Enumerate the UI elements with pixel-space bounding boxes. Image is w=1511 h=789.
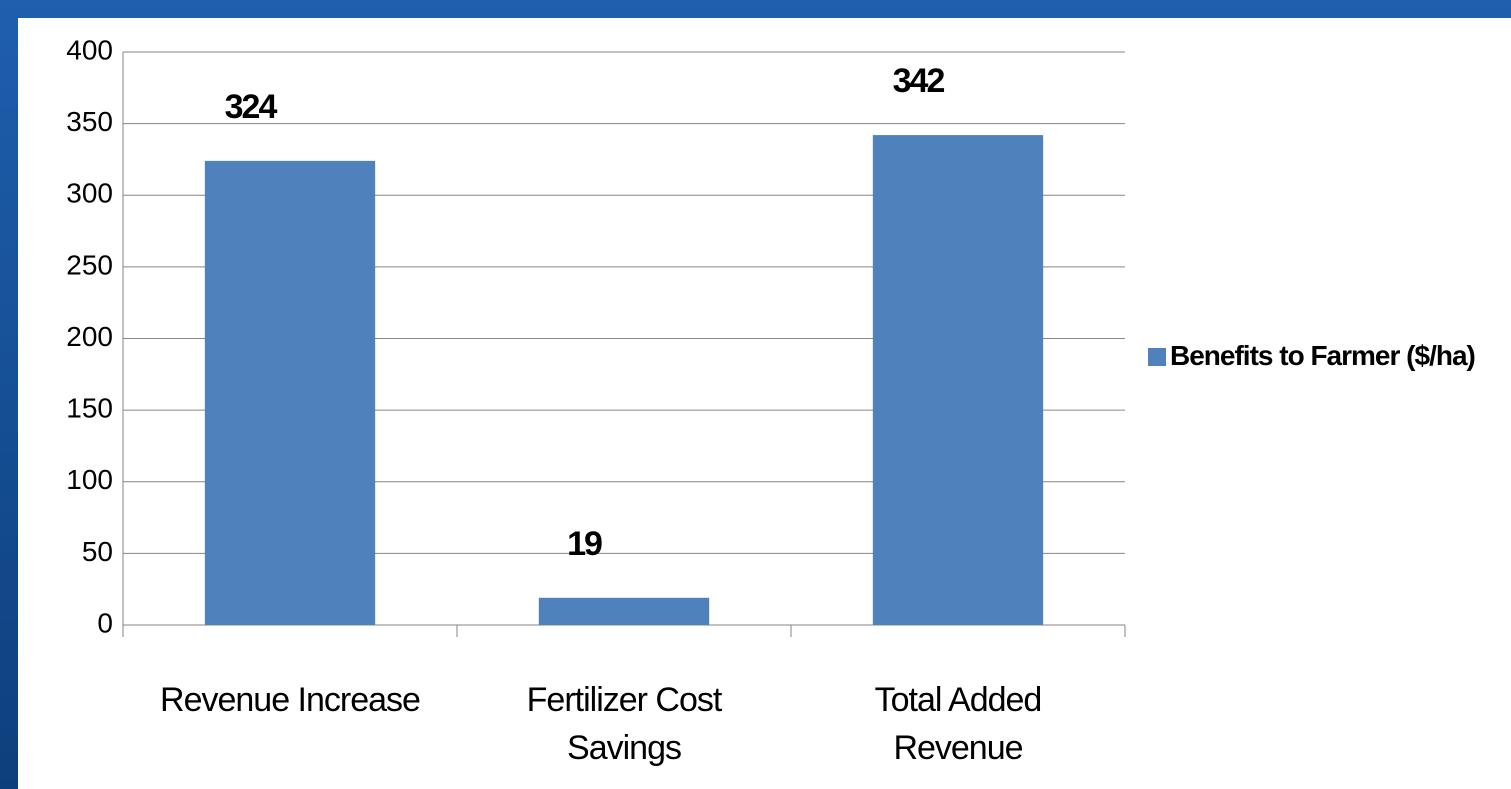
x-tick-label: Fertilizer Cost Savings [526, 681, 723, 767]
y-tick-label: 350 [66, 106, 113, 137]
y-tick-label: 0 [97, 607, 113, 638]
legend-label: Benefits to Farmer ($/ha) [1170, 340, 1476, 371]
bar [872, 135, 1044, 625]
bar [204, 160, 376, 625]
bar [538, 597, 710, 625]
y-tick-label: 150 [66, 393, 113, 424]
y-tick-label: 200 [66, 321, 113, 352]
y-tick-label: 100 [66, 464, 113, 495]
y-tick-label: 250 [66, 249, 113, 280]
x-tick-label: Revenue Increase [160, 681, 421, 719]
data-label: 19 [567, 525, 602, 563]
y-tick-label: 300 [66, 178, 113, 209]
x-tick-label: Total Added Revenue [874, 681, 1043, 767]
y-tick-label: 50 [82, 536, 113, 567]
y-tick-label: 400 [66, 34, 113, 65]
data-label: 342 [893, 62, 945, 100]
data-label: 324 [225, 88, 278, 126]
legend-swatch [1148, 348, 1166, 366]
